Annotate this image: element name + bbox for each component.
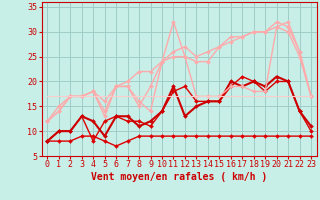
X-axis label: Vent moyen/en rafales ( km/h ): Vent moyen/en rafales ( km/h ) (91, 172, 267, 182)
